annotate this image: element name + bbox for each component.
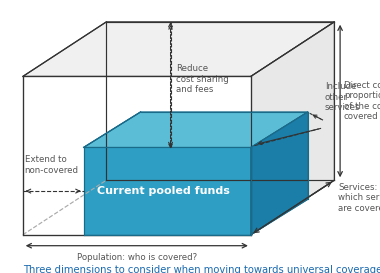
Text: Population: who is covered?: Population: who is covered?: [77, 253, 197, 262]
Text: Three dimensions to consider when moving towards universal coverage: Three dimensions to consider when moving…: [23, 265, 380, 273]
Text: Extend to
non-covered: Extend to non-covered: [25, 155, 79, 175]
Polygon shape: [23, 76, 251, 235]
Text: Current pooled funds: Current pooled funds: [97, 186, 230, 196]
Text: Services:
which services
are covered?: Services: which services are covered?: [338, 183, 380, 213]
Text: Include
other
services: Include other services: [325, 82, 360, 112]
Text: Direct costs:
proportion
of the costs
covered: Direct costs: proportion of the costs co…: [344, 81, 380, 121]
Text: Reduce
cost sharing
and fees: Reduce cost sharing and fees: [176, 64, 229, 94]
Polygon shape: [251, 112, 308, 235]
Polygon shape: [84, 147, 251, 235]
Polygon shape: [23, 22, 334, 76]
Polygon shape: [84, 112, 308, 147]
Polygon shape: [251, 22, 334, 235]
